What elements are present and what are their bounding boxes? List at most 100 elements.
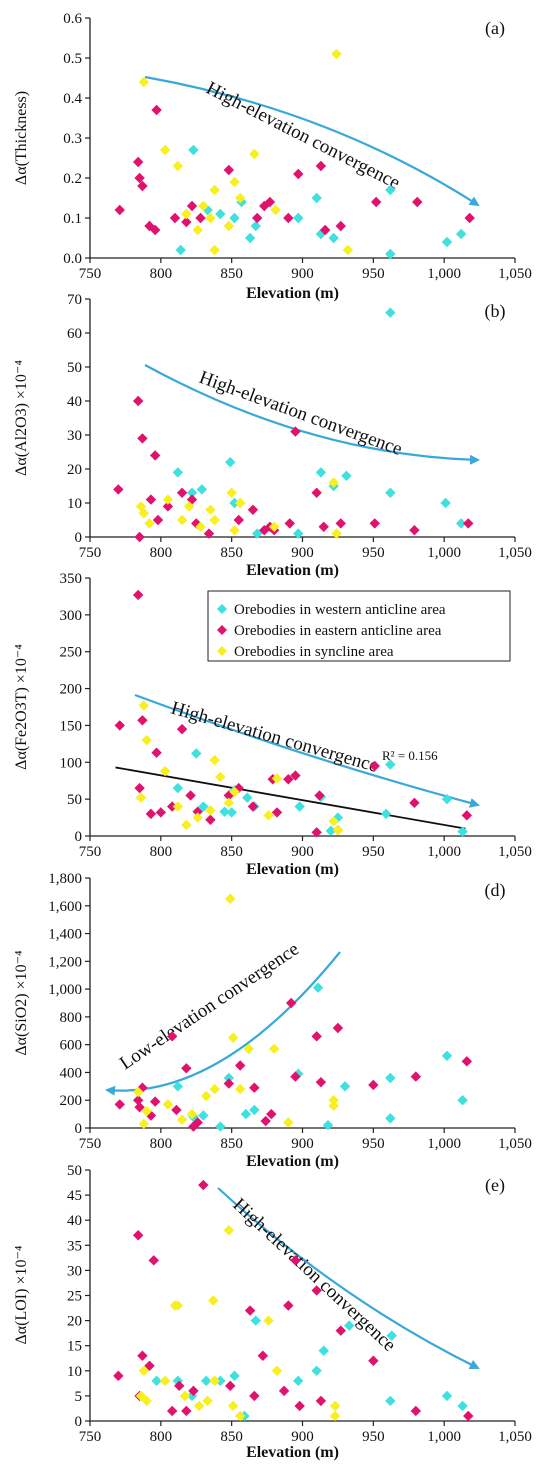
- data-point-syncline: [192, 224, 203, 236]
- data-point-eastern: [259, 200, 270, 212]
- x-tick-label: 1,000: [427, 1136, 461, 1152]
- y-axis-label: Δα(Al2O3) ×10⁻⁴: [13, 360, 30, 476]
- data-point-western: [455, 228, 467, 240]
- y-tick-label: 5: [75, 1389, 83, 1405]
- data-point-western: [441, 1050, 453, 1061]
- data-point-syncline: [229, 786, 240, 797]
- data-point-western: [385, 1113, 396, 1124]
- data-point-syncline: [200, 1090, 212, 1102]
- data-point-eastern: [162, 501, 174, 512]
- data-point-eastern: [271, 807, 283, 818]
- data-point-eastern: [166, 801, 178, 812]
- y-tick-label: 25: [67, 1289, 82, 1305]
- data-point-western: [198, 1110, 209, 1121]
- data-point-eastern: [166, 1405, 178, 1417]
- data-point-eastern: [176, 487, 188, 498]
- data-point-eastern: [186, 200, 198, 212]
- data-point-eastern: [233, 782, 244, 794]
- data-point-syncline: [135, 501, 147, 512]
- x-tick-label: 850: [220, 1429, 243, 1445]
- data-point-syncline: [328, 477, 339, 488]
- convergence-annotation: High-elevation convergence: [229, 1194, 400, 1356]
- x-tick-label: 1,050: [498, 1429, 532, 1445]
- data-point-eastern: [185, 790, 196, 801]
- y-tick-label: 10: [67, 1364, 82, 1380]
- x-tick-label: 800: [150, 1136, 173, 1152]
- data-point-western: [339, 1081, 351, 1092]
- data-point-eastern: [251, 212, 263, 224]
- legend-box: [207, 590, 511, 662]
- data-point-eastern: [319, 224, 331, 236]
- data-point-eastern: [257, 1350, 269, 1361]
- data-point-western: [385, 487, 396, 498]
- data-point-syncline: [215, 771, 226, 783]
- data-point-syncline: [141, 1106, 152, 1117]
- y-tick-label: 1,800: [48, 871, 82, 887]
- data-point-eastern: [264, 196, 276, 208]
- data-point-western: [293, 528, 304, 539]
- data-point-western: [225, 457, 236, 468]
- data-point-syncline: [223, 1225, 235, 1236]
- y-tick-label: 0.5: [63, 51, 82, 67]
- data-point-eastern: [137, 433, 148, 444]
- x-tick-label: 850: [220, 266, 243, 282]
- data-point-syncline: [229, 525, 240, 536]
- y-tick-label: 0: [75, 530, 83, 546]
- data-point-eastern: [260, 1115, 271, 1127]
- data-point-eastern: [409, 525, 420, 536]
- panel-label: (e): [485, 1175, 505, 1196]
- data-point-syncline: [186, 1108, 198, 1120]
- x-tick-label: 1,050: [498, 266, 532, 282]
- data-point-western: [325, 825, 337, 837]
- data-point-eastern: [113, 1370, 124, 1382]
- data-point-syncline: [132, 1086, 144, 1098]
- data-point-eastern: [148, 1255, 159, 1266]
- data-point-eastern: [318, 521, 329, 532]
- data-point-syncline: [225, 893, 236, 905]
- data-point-eastern: [335, 1325, 346, 1336]
- y-tick-label: 35: [67, 1238, 82, 1254]
- x-tick-label: 1,000: [427, 1429, 461, 1445]
- x-tick-label: 1,000: [427, 545, 461, 561]
- data-point-eastern: [278, 1385, 290, 1397]
- data-point-western: [441, 793, 453, 805]
- data-point-syncline: [162, 494, 174, 505]
- data-point-eastern: [249, 1082, 260, 1093]
- data-point-eastern: [169, 212, 181, 224]
- y-tick-label: 800: [60, 1010, 83, 1026]
- data-point-western: [250, 1315, 261, 1326]
- x-tick-label: 750: [79, 545, 102, 561]
- data-point-eastern: [145, 494, 157, 505]
- data-point-syncline: [226, 487, 237, 498]
- data-point-eastern: [315, 1076, 327, 1088]
- data-point-eastern: [249, 1390, 260, 1402]
- y-tick-label: 0: [75, 829, 83, 845]
- data-point-syncline: [328, 816, 339, 827]
- convergence-annotation: High-elevation convergence: [196, 367, 405, 460]
- x-tick-label: 800: [150, 266, 173, 282]
- data-point-western: [229, 212, 240, 224]
- data-point-western: [341, 470, 352, 481]
- data-point-western: [244, 232, 256, 244]
- data-point-western: [294, 801, 305, 812]
- data-point-syncline: [329, 1400, 341, 1412]
- data-point-western: [385, 307, 396, 318]
- x-tick-label: 1,050: [498, 844, 532, 860]
- y-tick-label: 150: [60, 718, 83, 734]
- data-point-eastern: [369, 760, 380, 772]
- data-point-eastern: [332, 1022, 344, 1034]
- x-tick-label: 800: [150, 844, 173, 860]
- data-point-syncline: [195, 521, 206, 532]
- data-point-syncline: [135, 792, 147, 803]
- data-point-syncline: [141, 734, 152, 746]
- data-point-syncline: [271, 1365, 283, 1376]
- data-point-syncline: [162, 1099, 174, 1110]
- data-point-western: [186, 487, 198, 498]
- y-tick-label: 200: [60, 1093, 83, 1109]
- data-point-western: [455, 518, 467, 529]
- y-tick-label: 40: [67, 394, 82, 410]
- x-tick-label: 950: [362, 266, 385, 282]
- data-point-eastern: [463, 518, 474, 529]
- data-point-eastern: [181, 216, 192, 228]
- data-point-western: [249, 1104, 260, 1116]
